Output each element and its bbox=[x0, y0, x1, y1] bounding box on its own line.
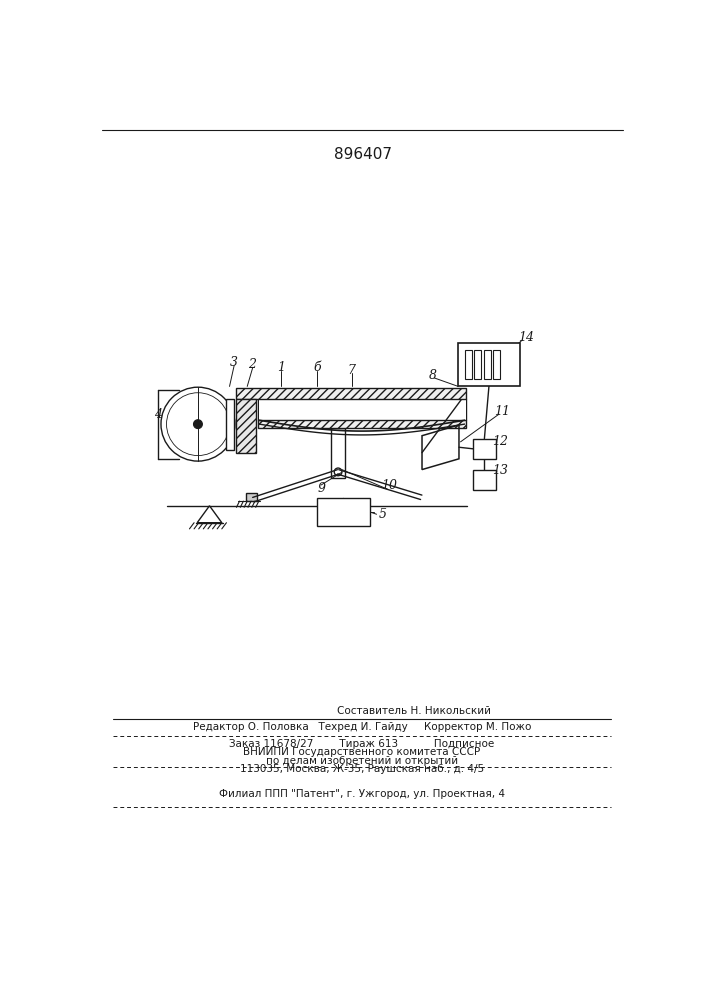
Bar bbox=[236, 399, 256, 453]
Text: 14: 14 bbox=[518, 331, 534, 344]
Text: 10: 10 bbox=[381, 479, 397, 492]
Text: б: б bbox=[313, 361, 321, 374]
Text: 4: 4 bbox=[154, 408, 162, 421]
Text: по делам изобретений и открытий: по делам изобретений и открытий bbox=[266, 756, 458, 766]
Bar bbox=[473, 439, 496, 459]
Text: 5: 5 bbox=[379, 508, 387, 521]
Text: 2: 2 bbox=[248, 358, 256, 371]
Text: 9: 9 bbox=[317, 482, 325, 495]
Circle shape bbox=[194, 420, 202, 429]
Text: Филиал ППП "Патент", г. Ужгород, ул. Проектная, 4: Филиал ППП "Патент", г. Ужгород, ул. Про… bbox=[219, 789, 505, 799]
Text: 3: 3 bbox=[229, 356, 238, 369]
Bar bbox=[493, 350, 500, 379]
Bar bbox=[259, 399, 466, 420]
Text: ВНИИПИ Государственного комитета СССР: ВНИИПИ Государственного комитета СССР bbox=[243, 747, 481, 757]
Bar bbox=[474, 350, 481, 379]
Text: 8: 8 bbox=[428, 369, 437, 382]
Text: 896407: 896407 bbox=[334, 147, 392, 162]
Bar bbox=[484, 350, 491, 379]
Bar bbox=[236, 388, 466, 399]
Text: 12: 12 bbox=[493, 435, 508, 448]
Bar bbox=[458, 343, 520, 386]
Text: 1: 1 bbox=[277, 361, 285, 374]
Text: 7: 7 bbox=[348, 364, 356, 377]
Bar bbox=[473, 470, 496, 490]
Text: 113035, Москва, Ж-35, Раушская наб., д. 4/5: 113035, Москва, Ж-35, Раушская наб., д. … bbox=[240, 764, 484, 774]
Bar bbox=[226, 399, 234, 450]
Text: 13: 13 bbox=[493, 464, 508, 477]
Bar bbox=[317, 498, 370, 526]
Polygon shape bbox=[246, 493, 257, 501]
Text: 11: 11 bbox=[494, 405, 510, 418]
Text: Редактор О. Половка   Техред И. Гайду     Корректор М. Пожо: Редактор О. Половка Техред И. Гайду Корр… bbox=[193, 722, 531, 732]
Bar bbox=[258, 420, 466, 428]
Bar bbox=[331, 428, 345, 478]
Text: Заказ 11678/27        Тираж 613           Подписное: Заказ 11678/27 Тираж 613 Подписное bbox=[229, 739, 495, 749]
Bar bbox=[465, 350, 472, 379]
Text: Составитель Н. Никольский: Составитель Н. Никольский bbox=[337, 706, 491, 716]
